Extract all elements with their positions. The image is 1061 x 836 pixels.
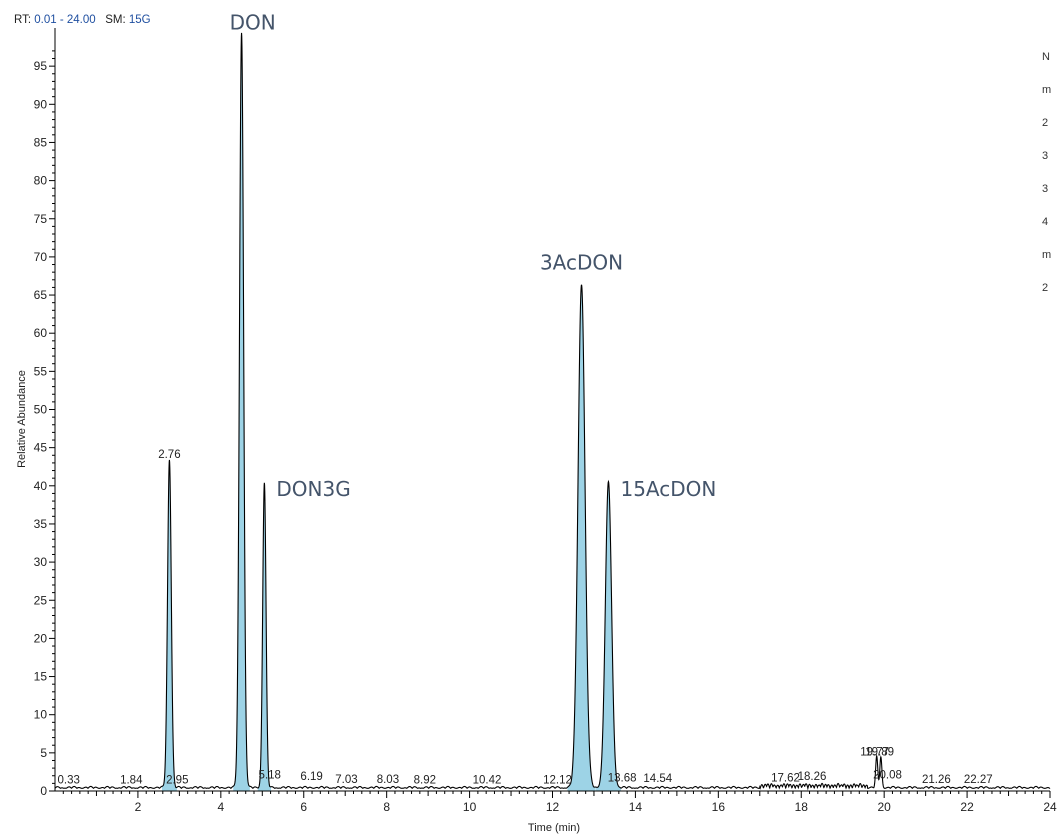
x-tick-label: 24 <box>1043 800 1057 814</box>
peak-fill <box>161 459 177 791</box>
peak-fill <box>596 481 621 791</box>
side-info-line: 4 <box>1042 216 1049 228</box>
compound-label: 3AcDON <box>540 250 623 274</box>
y-axis-title: Relative Abundance <box>16 370 28 468</box>
retention-time-label: 6.19 <box>300 771 322 783</box>
chromatogram-header: RT: 0.01 - 24.00 SM: 15G <box>14 14 151 26</box>
retention-time-label: 5.18 <box>259 769 281 781</box>
side-info-line: 3 <box>1042 183 1049 195</box>
retention-time-label: 21.26 <box>922 774 951 786</box>
retention-time-label: 19.89 <box>865 746 894 758</box>
y-tick-label: 90 <box>34 97 48 111</box>
sm-label: SM: <box>105 14 126 26</box>
rt-value: 0.01 - 24.00 <box>34 14 96 26</box>
side-info-line: 3 <box>1042 150 1049 162</box>
x-tick-label: 4 <box>217 800 224 814</box>
y-tick-label: 30 <box>34 555 48 569</box>
retention-time-label: 10.42 <box>473 775 502 787</box>
x-tick-label: 20 <box>877 800 891 814</box>
y-tick-label: 5 <box>40 746 47 760</box>
x-tick-label: 16 <box>712 800 726 814</box>
y-tick-label: 40 <box>34 479 48 493</box>
y-tick-label: 60 <box>34 326 48 340</box>
retention-time-label: 2.76 <box>158 449 180 461</box>
retention-time-label: 8.03 <box>377 774 399 786</box>
retention-time-label: 8.92 <box>414 775 436 787</box>
retention-time-label: 0.33 <box>57 775 79 787</box>
retention-time-label: 7.03 <box>335 774 357 786</box>
y-tick-label: 95 <box>34 59 48 73</box>
y-tick-label: 80 <box>34 174 48 188</box>
side-info-line: 2 <box>1042 282 1049 294</box>
y-tick-label: 35 <box>34 517 48 531</box>
compound-label: 15AcDON <box>620 477 716 501</box>
y-tick-label: 50 <box>34 403 48 417</box>
retention-time-label: 14.54 <box>643 773 672 785</box>
retention-time-label: 18.26 <box>798 771 827 783</box>
retention-time-label: 22.27 <box>964 774 993 786</box>
x-axis-title: Time (min) <box>528 822 580 834</box>
y-tick-label: 70 <box>34 250 48 264</box>
y-tick-label: 15 <box>34 670 48 684</box>
rt-label: RT: <box>14 14 32 26</box>
y-tick-label: 20 <box>34 631 48 645</box>
peak-fill <box>567 284 596 791</box>
y-tick-label: 10 <box>34 708 48 722</box>
side-info-panel: N m 2 3 3 4 m 2 <box>1042 30 1061 305</box>
side-info-line: 2 <box>1042 117 1049 129</box>
x-tick-label: 18 <box>795 800 809 814</box>
peak-fill-layer <box>161 32 621 792</box>
retention-time-label: 19.77 <box>860 746 889 758</box>
retention-time-label: 17.62 <box>771 772 800 784</box>
side-info-line: m <box>1042 84 1052 96</box>
retention-time-label: 20.08 <box>873 769 902 781</box>
retention-time-label: 1.84 <box>120 775 143 787</box>
y-tick-label: 0 <box>40 784 47 798</box>
side-info-line: N <box>1042 51 1050 63</box>
peak-fill <box>233 32 250 792</box>
y-tick-label: 85 <box>34 135 48 149</box>
peak-label-layer: 0.33 1.84 2.76 2.95 5.18 6.19 7.03 8.03 8.92 10.4… <box>57 11 992 787</box>
y-tick-label: 25 <box>34 593 48 607</box>
x-tick-label: 8 <box>383 800 390 814</box>
y-tick-label: 75 <box>34 212 48 226</box>
sm-value: 15G <box>128 14 151 26</box>
retention-time-label: 13.68 <box>608 772 637 784</box>
peak-fill <box>257 482 271 791</box>
x-tick-label: 6 <box>300 800 307 814</box>
y-tick-label: 55 <box>34 364 48 378</box>
compound-label: DON <box>230 11 276 35</box>
compound-label: DON3G <box>276 477 350 501</box>
x-tick-label: 10 <box>463 800 477 814</box>
chromatogram-trace <box>54 32 1051 791</box>
x-tick-label: 22 <box>960 800 974 814</box>
side-info-line: m <box>1042 249 1052 261</box>
x-tick-label: 14 <box>629 800 643 814</box>
retention-time-label: 12.12 <box>543 775 572 787</box>
x-tick-label: 2 <box>135 800 142 814</box>
y-tick-label: 45 <box>34 441 48 455</box>
y-tick-label: 65 <box>34 288 48 302</box>
x-tick-label: 12 <box>546 800 560 814</box>
retention-time-label: 2.95 <box>166 775 188 787</box>
